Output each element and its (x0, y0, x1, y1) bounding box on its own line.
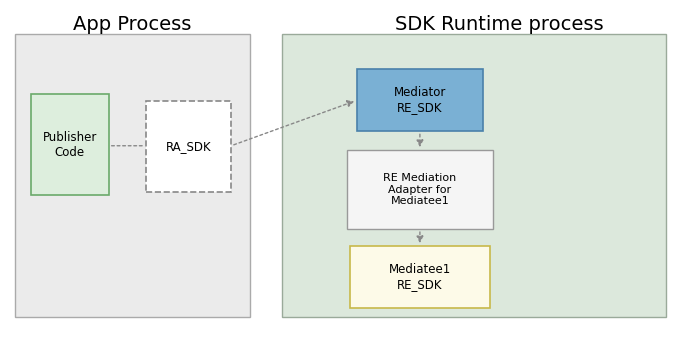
FancyBboxPatch shape (15, 34, 250, 317)
FancyBboxPatch shape (31, 94, 109, 195)
FancyBboxPatch shape (282, 34, 666, 317)
FancyBboxPatch shape (347, 150, 493, 229)
Text: RE Mediation
Adapter for
Mediatee1: RE Mediation Adapter for Mediatee1 (384, 173, 456, 206)
Text: Mediatee1
RE_SDK: Mediatee1 RE_SDK (389, 263, 451, 291)
Text: SDK Runtime process: SDK Runtime process (396, 15, 604, 34)
Text: RA_SDK: RA_SDK (166, 140, 211, 153)
FancyBboxPatch shape (357, 69, 483, 131)
Text: Publisher
Code: Publisher Code (43, 131, 97, 159)
FancyBboxPatch shape (146, 101, 231, 192)
Text: Mediator
RE_SDK: Mediator RE_SDK (394, 86, 446, 114)
FancyBboxPatch shape (350, 246, 490, 308)
Text: App Process: App Process (73, 15, 192, 34)
